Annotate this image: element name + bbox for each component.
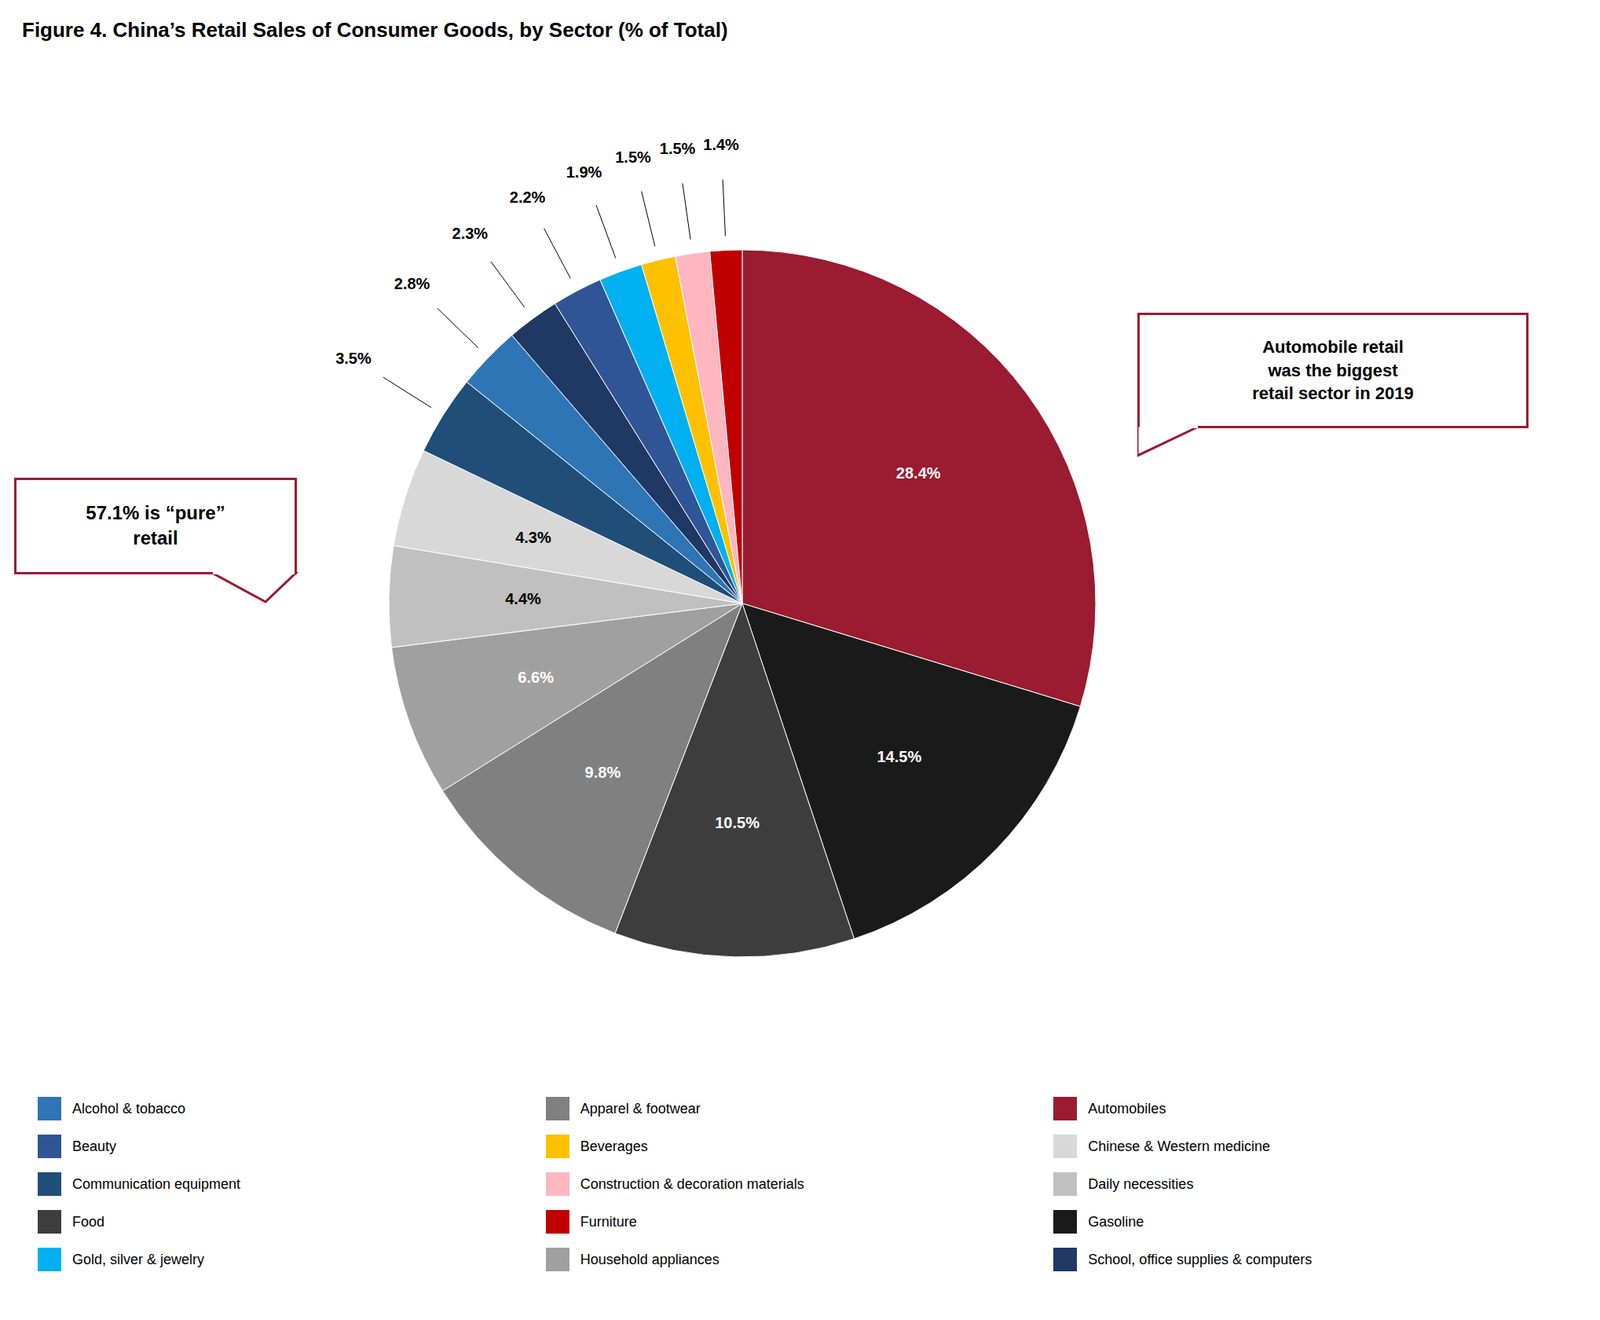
html-text:Gasoline: Gasoline [1088, 1213, 1144, 1229]
svg-text:28.4%: 28.4% [896, 464, 941, 482]
svg-text:4.3%: 4.3% [515, 528, 552, 546]
svg-text:10.5%: 10.5% [714, 813, 760, 832]
html-text:Beauty: Beauty [72, 1137, 117, 1154]
html-text:Beverages: Beverages [580, 1137, 648, 1154]
html-text:Automobile retail was the bigg: Automobile retail was the biggest retail… [1252, 336, 1414, 404]
svg-text:9.8%: 9.8% [585, 763, 622, 781]
html-text:Household appliances: Household appliances [580, 1250, 720, 1267]
html-text:Construction & decoration mate: Construction & decoration materials [580, 1175, 805, 1192]
html-text:Figure 4. China’s Retail Sales: Figure 4. China’s Retail Sales of Consum… [21, 17, 728, 42]
svg-text:4.4%: 4.4% [505, 589, 542, 608]
html-text:57.1% is “pure” retail: 57.1% is “pure” retail [85, 501, 226, 549]
html-text:Alcohol & tobacco: Alcohol & tobacco [72, 1100, 186, 1116]
svg-text:1.4%: 1.4% [702, 135, 740, 154]
html-text:Daily necessities: Daily necessities [1088, 1175, 1194, 1192]
svg-text:2.2%: 2.2% [509, 188, 546, 206]
html-text:Communication equipment: Communication equipment [72, 1175, 241, 1192]
svg-text:6.6%: 6.6% [517, 668, 554, 686]
svg-text:2.8%: 2.8% [394, 274, 431, 293]
svg-text:2.3%: 2.3% [452, 224, 489, 242]
html-text:Automobiles: Automobiles [1088, 1100, 1166, 1116]
svg-text:14.5%: 14.5% [876, 747, 922, 766]
html-text:Apparel & footwear: Apparel & footwear [580, 1100, 701, 1116]
html-text:Food: Food [72, 1213, 105, 1229]
html-text:Furniture: Furniture [580, 1213, 637, 1229]
svg-text:1.5%: 1.5% [615, 148, 652, 166]
svg-text:1.5%: 1.5% [659, 139, 696, 158]
html-text:Gold, silver & jewelry: Gold, silver & jewelry [72, 1250, 205, 1267]
html-text:Chinese & Western medicine: Chinese & Western medicine [1088, 1137, 1271, 1154]
svg-text:1.9%: 1.9% [566, 163, 603, 181]
svg-text:3.5%: 3.5% [335, 349, 372, 367]
html-text:School, office supplies & comp: School, office supplies & computers [1088, 1250, 1312, 1267]
